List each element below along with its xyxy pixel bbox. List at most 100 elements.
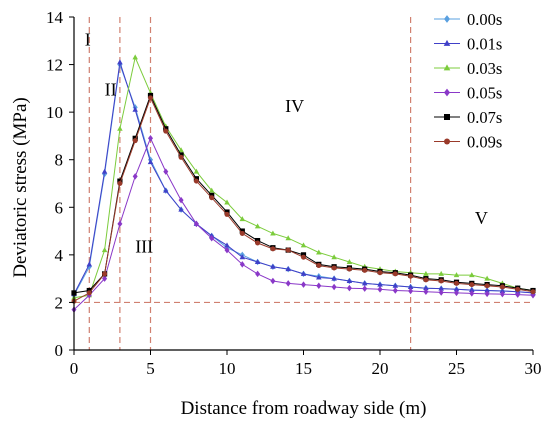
y-tick-label: 4 bbox=[55, 246, 64, 265]
data-point bbox=[117, 220, 123, 228]
y-tick-label: 6 bbox=[55, 198, 64, 217]
data-point bbox=[484, 275, 490, 281]
data-point bbox=[423, 277, 429, 283]
data-point bbox=[254, 258, 261, 264]
legend-marker bbox=[444, 88, 450, 97]
data-point bbox=[208, 187, 215, 193]
data-point bbox=[499, 284, 505, 290]
data-point bbox=[285, 266, 291, 272]
y-tick-label: 12 bbox=[46, 56, 63, 75]
legend-item: 0.05s bbox=[434, 84, 502, 103]
x-tick-label: 20 bbox=[372, 359, 389, 378]
data-point bbox=[316, 282, 322, 290]
data-point bbox=[331, 254, 337, 260]
data-point bbox=[101, 168, 108, 174]
data-point bbox=[147, 159, 154, 165]
y-tick-label: 8 bbox=[55, 151, 64, 170]
data-point bbox=[346, 284, 352, 292]
data-point bbox=[270, 277, 276, 285]
data-point bbox=[499, 288, 506, 294]
series-0.05s bbox=[71, 135, 536, 313]
y-tick-label: 2 bbox=[55, 293, 64, 312]
legend-marker bbox=[443, 64, 451, 71]
data-point bbox=[438, 289, 444, 296]
data-point bbox=[362, 267, 368, 273]
zone-label: I bbox=[85, 30, 91, 50]
data-point bbox=[331, 283, 337, 291]
data-point bbox=[438, 278, 444, 284]
data-point bbox=[423, 288, 429, 295]
series-line bbox=[73, 55, 534, 299]
data-point bbox=[255, 240, 261, 246]
data-point bbox=[193, 178, 199, 184]
data-point bbox=[224, 242, 230, 248]
y-tick-label: 14 bbox=[46, 8, 64, 27]
data-point bbox=[423, 270, 429, 276]
legend: 0.00s 0.01s 0.03s 0.05s 0.07s 0.09s bbox=[434, 10, 502, 152]
data-point bbox=[132, 106, 138, 112]
data-point bbox=[392, 287, 398, 294]
data-point bbox=[270, 230, 276, 236]
data-point bbox=[178, 206, 184, 212]
axes: 0 5 10 15 20 25 30 0 2 4 6 8 10 12 14 bbox=[46, 8, 542, 378]
data-point bbox=[469, 272, 475, 278]
data-point bbox=[377, 286, 383, 293]
data-point bbox=[515, 291, 521, 298]
data-point bbox=[392, 282, 399, 288]
zone-label: IV bbox=[285, 96, 304, 116]
data-point bbox=[392, 271, 398, 277]
data-point bbox=[178, 154, 184, 160]
data-point bbox=[285, 247, 291, 253]
data-point bbox=[285, 235, 291, 241]
x-tick-label: 25 bbox=[448, 359, 465, 378]
series-0.09s bbox=[71, 95, 536, 304]
zone-label: II bbox=[105, 79, 117, 99]
data-point bbox=[117, 59, 123, 65]
reference-lines bbox=[74, 17, 533, 350]
data-point bbox=[469, 282, 475, 288]
zone-label: III bbox=[135, 236, 153, 256]
data-point bbox=[361, 280, 368, 286]
zone-label: V bbox=[475, 208, 488, 228]
data-point bbox=[331, 275, 337, 281]
data-point bbox=[316, 249, 322, 255]
legend-label: 0.05s bbox=[467, 84, 502, 103]
data-point bbox=[132, 138, 138, 144]
x-tick-label: 15 bbox=[295, 359, 312, 378]
data-point bbox=[224, 211, 230, 217]
data-point bbox=[224, 199, 230, 205]
data-point bbox=[101, 247, 108, 253]
data-point bbox=[163, 187, 169, 193]
data-point bbox=[270, 263, 276, 269]
data-point bbox=[163, 168, 169, 175]
data-point bbox=[408, 287, 414, 295]
data-point bbox=[239, 254, 246, 260]
data-point bbox=[515, 286, 521, 292]
data-point bbox=[453, 272, 460, 278]
data-point bbox=[484, 290, 490, 298]
data-point bbox=[132, 54, 138, 60]
legend-label: 0.01s bbox=[467, 35, 502, 54]
data-point bbox=[469, 290, 475, 297]
data-point bbox=[377, 270, 383, 276]
data-point bbox=[346, 266, 352, 272]
data-point bbox=[193, 220, 199, 228]
data-point bbox=[86, 290, 92, 296]
data-point bbox=[316, 274, 322, 280]
data-point bbox=[362, 285, 368, 292]
data-point bbox=[102, 275, 108, 282]
data-point bbox=[407, 283, 414, 289]
data-point bbox=[239, 261, 245, 268]
data-point bbox=[178, 147, 184, 153]
data-point bbox=[499, 290, 505, 298]
x-tick-label: 5 bbox=[146, 359, 155, 378]
x-tick-label: 30 bbox=[525, 359, 542, 378]
data-point bbox=[454, 289, 459, 297]
data-point bbox=[255, 270, 261, 278]
data-point bbox=[301, 254, 306, 260]
data-point bbox=[163, 128, 169, 134]
data-point bbox=[148, 95, 153, 101]
data-point bbox=[270, 246, 276, 252]
